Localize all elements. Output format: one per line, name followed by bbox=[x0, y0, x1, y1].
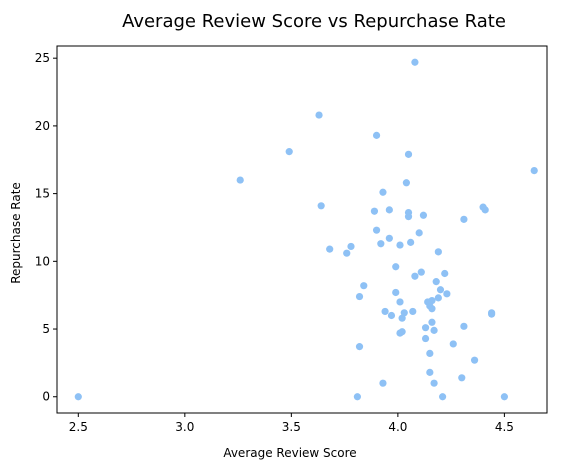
data-point bbox=[419, 211, 428, 219]
data-point bbox=[372, 226, 381, 234]
data-point bbox=[428, 297, 436, 305]
data-point bbox=[430, 326, 438, 334]
data-point bbox=[426, 368, 434, 376]
data-point bbox=[404, 150, 413, 158]
x-tick-label: 2.5 bbox=[69, 420, 88, 434]
data-point bbox=[530, 166, 538, 175]
data-point bbox=[381, 307, 389, 316]
data-point bbox=[396, 298, 404, 306]
data-point bbox=[443, 290, 451, 298]
data-point bbox=[402, 179, 410, 187]
y-tick-label: 10 bbox=[35, 254, 50, 268]
y-tick-label: 0 bbox=[42, 390, 50, 404]
data-point bbox=[458, 374, 466, 382]
data-point bbox=[370, 207, 379, 215]
data-point bbox=[421, 334, 430, 343]
data-point bbox=[360, 282, 368, 290]
data-point bbox=[392, 288, 400, 297]
x-axis-title: Average Review Score bbox=[223, 446, 356, 460]
data-point bbox=[434, 294, 442, 302]
data-point bbox=[436, 286, 445, 294]
data-point bbox=[415, 229, 423, 237]
data-point bbox=[434, 248, 442, 256]
data-points bbox=[74, 58, 538, 401]
data-point bbox=[409, 307, 417, 316]
chart-title: Average Review Score vs Repurchase Rate bbox=[122, 11, 506, 32]
x-tick-label: 4.0 bbox=[388, 420, 407, 434]
data-point bbox=[430, 379, 438, 387]
data-point bbox=[372, 131, 381, 139]
data-point bbox=[441, 269, 449, 278]
data-point bbox=[407, 238, 415, 246]
data-point bbox=[385, 206, 393, 214]
data-point bbox=[488, 310, 496, 318]
data-point bbox=[236, 176, 244, 184]
plot-area: 2.5 3.0 3.5 4.0 4.5 0 5 10 15 20 25 bbox=[35, 45, 548, 434]
data-point bbox=[426, 349, 434, 358]
data-point bbox=[428, 305, 436, 313]
data-point bbox=[411, 58, 419, 66]
data-point bbox=[481, 206, 489, 214]
data-point bbox=[74, 393, 82, 401]
data-point bbox=[317, 202, 325, 210]
data-point bbox=[421, 324, 430, 332]
data-point bbox=[404, 208, 413, 217]
y-axis: 0 5 10 15 20 25 bbox=[35, 51, 57, 404]
data-point bbox=[428, 318, 436, 326]
data-point bbox=[470, 356, 479, 364]
data-point bbox=[396, 241, 404, 249]
data-point bbox=[355, 292, 364, 301]
x-axis: 2.5 3.0 3.5 4.0 4.5 bbox=[69, 413, 514, 434]
data-point bbox=[400, 309, 408, 317]
data-point bbox=[411, 272, 419, 280]
data-point bbox=[460, 322, 468, 330]
y-tick-label: 5 bbox=[42, 322, 50, 336]
x-tick-label: 3.0 bbox=[175, 420, 194, 434]
data-point bbox=[285, 148, 293, 156]
data-point bbox=[326, 245, 334, 253]
data-point bbox=[398, 328, 406, 336]
y-axis-title: Repurchase Rate bbox=[9, 182, 23, 284]
data-point bbox=[432, 278, 440, 286]
data-point bbox=[379, 188, 387, 196]
y-tick-label: 25 bbox=[35, 51, 50, 65]
data-point bbox=[460, 215, 468, 223]
data-point bbox=[355, 343, 364, 351]
data-point bbox=[398, 314, 406, 322]
data-point bbox=[377, 240, 385, 248]
data-point bbox=[392, 263, 400, 271]
y-tick-label: 15 bbox=[35, 187, 50, 201]
data-point bbox=[379, 379, 387, 387]
y-tick-label: 20 bbox=[35, 119, 50, 133]
data-point bbox=[347, 242, 355, 251]
data-point bbox=[387, 311, 396, 320]
x-tick-label: 4.5 bbox=[495, 420, 514, 434]
x-tick-label: 3.5 bbox=[282, 420, 301, 434]
plot-frame bbox=[56, 45, 548, 414]
data-point bbox=[439, 393, 447, 401]
data-point bbox=[353, 393, 361, 401]
data-point bbox=[343, 249, 351, 257]
data-point bbox=[449, 340, 457, 348]
data-point bbox=[315, 111, 323, 119]
data-point bbox=[500, 393, 508, 401]
data-point bbox=[417, 268, 425, 276]
data-point bbox=[385, 234, 393, 242]
